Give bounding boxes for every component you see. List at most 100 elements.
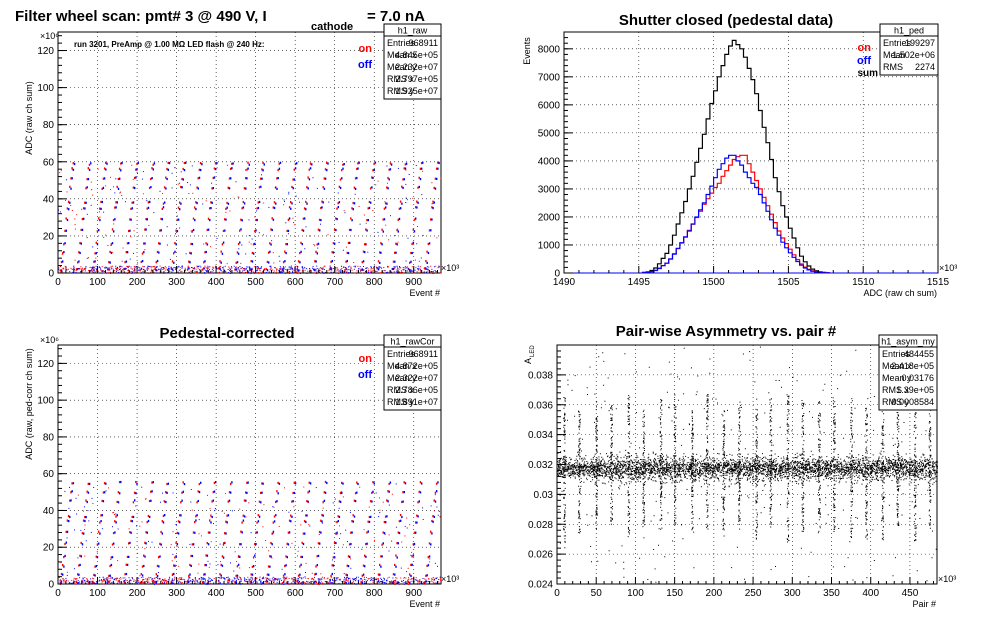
scatter-point [415, 521, 417, 524]
scatter-point [144, 541, 146, 544]
scatter-point [75, 272, 77, 273]
scatter-point [430, 505, 432, 507]
scatter-point [334, 556, 336, 559]
scatter-point [205, 583, 207, 585]
scatter-point [122, 269, 124, 271]
scatter-point [268, 206, 270, 208]
scatter-point [265, 272, 267, 274]
scatter-point [167, 168, 169, 171]
scatter-point [272, 269, 274, 271]
scatter-point [84, 201, 86, 204]
scatter-point [88, 520, 90, 522]
scatter-point [189, 184, 191, 186]
scatter-point [224, 229, 226, 232]
scatter-point [330, 582, 332, 585]
scatter-point [140, 260, 142, 263]
scatter-point [187, 182, 189, 183]
scatter-point [291, 268, 293, 270]
legend-item-on: on [359, 43, 373, 55]
scatter-point [131, 201, 133, 204]
scatter-point [240, 262, 242, 264]
scatter-point [290, 266, 292, 268]
scatter-point [105, 482, 107, 485]
scatter-point [381, 543, 383, 546]
scatter-point [181, 267, 183, 269]
scatter-point [306, 268, 308, 270]
scatter-point [280, 268, 281, 270]
scatter-point [86, 186, 88, 189]
scatter-point [206, 582, 208, 584]
scatter-point [316, 582, 317, 583]
scatter-point [236, 251, 239, 254]
scatter-point [271, 267, 272, 269]
scatter-point [174, 556, 176, 559]
scatter-point [141, 565, 144, 568]
scatter-point [137, 580, 139, 582]
scatter-point [361, 268, 363, 270]
asymmetry-spike [691, 410, 694, 531]
scatter-point [370, 577, 372, 579]
scatter-point [71, 268, 73, 270]
scatter-point [143, 269, 145, 271]
scatter-point [173, 252, 175, 255]
scatter-point [316, 271, 318, 273]
scatter-point [239, 272, 241, 274]
scatter-point [158, 269, 160, 270]
scatter-point [213, 176, 216, 179]
stats-row-label: RMS x [387, 74, 415, 84]
scatter-point [336, 207, 338, 210]
scatter-point [361, 574, 363, 577]
scatter-point [262, 583, 264, 585]
scatter-point [331, 582, 333, 584]
scatter-point [295, 582, 297, 584]
title-pedestal: Shutter closed (pedestal data) [619, 12, 833, 29]
scatter-point [243, 577, 245, 579]
scatter-point [345, 529, 347, 531]
scatter-point [226, 206, 228, 209]
scatter-point [385, 521, 387, 524]
scatter-point [66, 179, 68, 181]
y-exponent-corrected: ×10⁶ [40, 335, 59, 345]
scatter-point [430, 229, 432, 232]
scatter-point [431, 268, 433, 270]
scatter-point [109, 574, 111, 577]
asymmetry-spike [913, 412, 917, 542]
scatter-point [386, 515, 388, 518]
scatter-point [435, 271, 437, 273]
scatter-point [348, 228, 351, 231]
scatter-point [350, 228, 352, 232]
scatter-point [213, 481, 216, 485]
scatter-point [285, 252, 287, 255]
scatter-point [390, 271, 392, 273]
scatter-point [360, 269, 362, 271]
scatter-point [115, 513, 117, 515]
scatter-point [394, 580, 396, 581]
scatter-point [203, 577, 205, 579]
scatter-point [414, 272, 416, 274]
scatter-point [93, 582, 95, 583]
scatter-point [343, 210, 345, 212]
scatter-point [250, 272, 252, 274]
x-tick-label: 450 [902, 588, 919, 599]
scatter-point [349, 577, 351, 579]
scatter-point [259, 268, 261, 270]
scatter-point [122, 269, 123, 271]
scatter-point [174, 167, 176, 169]
scatter-point [271, 240, 273, 242]
scatter-point [377, 260, 380, 263]
scatter-point [380, 251, 382, 254]
scatter-point [238, 576, 240, 578]
axis-ticks-pedestal: 1490 1495 1500 1505 1510 15150100020003000400… [538, 31, 950, 288]
scatter-point [291, 542, 293, 544]
y-tick-label: 8000 [538, 44, 561, 55]
scatter-point [143, 582, 145, 584]
scatter-point [358, 268, 360, 270]
scatter-point [303, 486, 305, 488]
scatter-point [307, 491, 309, 494]
scatter-point [79, 554, 81, 557]
scatter-point [294, 482, 297, 485]
scatter-point [376, 266, 377, 268]
scatter-point [130, 580, 132, 582]
scatter-point [225, 520, 227, 523]
